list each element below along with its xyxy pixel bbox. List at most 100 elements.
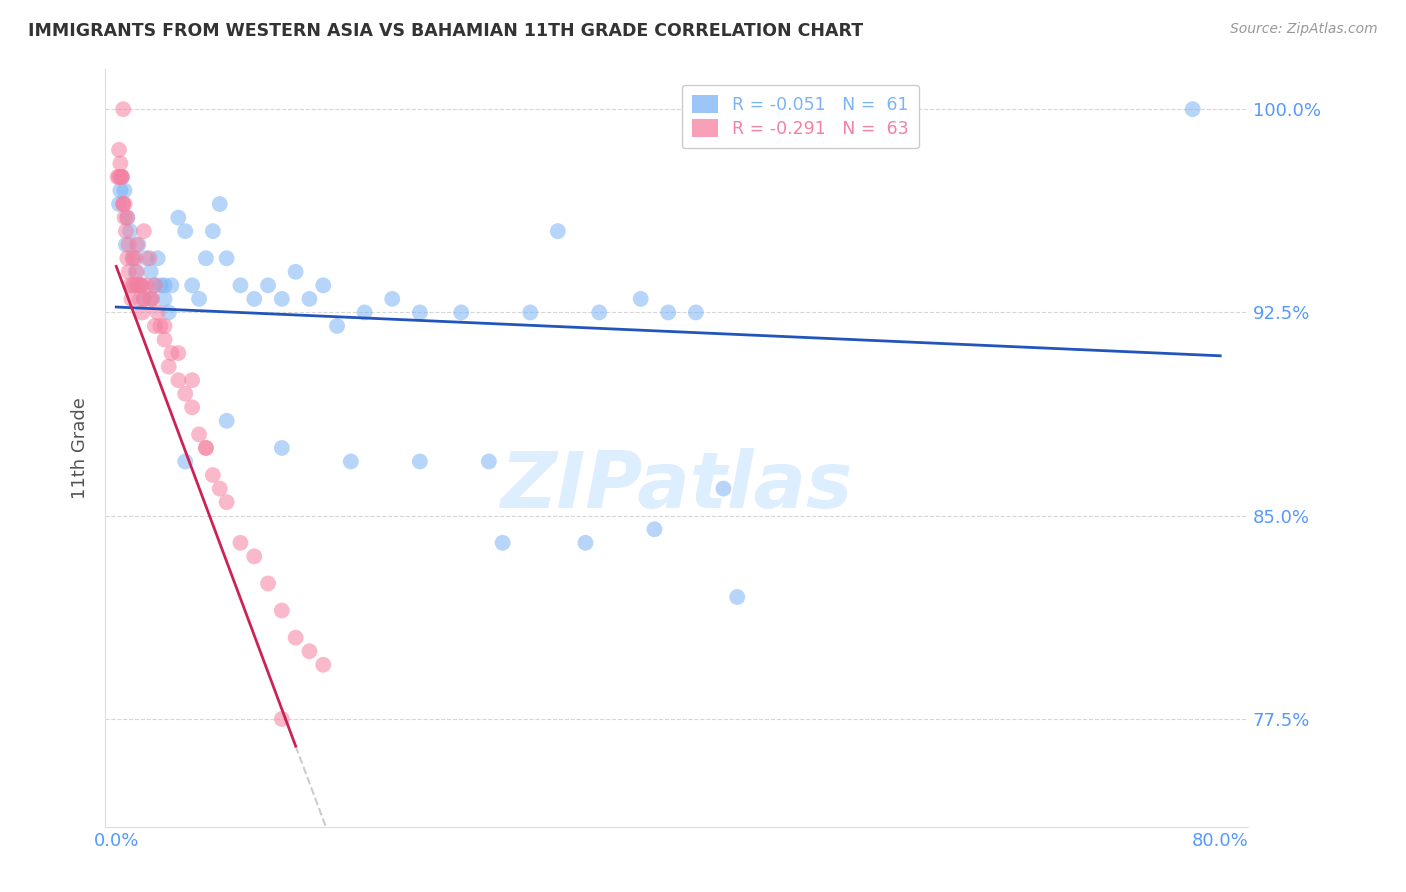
Point [129, 278, 152, 293]
Point [243, 549, 266, 564]
Point [125, 278, 148, 293]
Point [117, 211, 139, 225]
Point [121, 278, 143, 293]
Point [117, 211, 139, 225]
Point [120, 292, 142, 306]
Point [257, 278, 280, 293]
Point [353, 305, 375, 319]
Point [118, 278, 141, 293]
Point [492, 536, 515, 550]
Point [131, 305, 153, 319]
Point [215, 495, 238, 509]
Point [114, 211, 136, 225]
Point [409, 454, 432, 468]
Point [181, 401, 204, 415]
Point [146, 252, 169, 266]
Point [108, 169, 131, 184]
Point [381, 292, 404, 306]
Point [153, 318, 176, 333]
Point [112, 102, 135, 116]
Point [270, 441, 292, 455]
Point [194, 441, 217, 455]
Point [181, 278, 204, 293]
Point [229, 536, 252, 550]
Point [174, 454, 197, 468]
Point [312, 657, 335, 672]
Point [157, 359, 180, 374]
Point [157, 305, 180, 319]
Point [194, 441, 217, 455]
Point [547, 224, 569, 238]
Point [257, 576, 280, 591]
Point [108, 143, 131, 157]
Point [146, 305, 169, 319]
Point [127, 278, 149, 293]
Text: Source: ZipAtlas.com: Source: ZipAtlas.com [1230, 22, 1378, 37]
Point [284, 265, 307, 279]
Point [121, 252, 143, 266]
Point [118, 237, 141, 252]
Point [125, 237, 148, 252]
Point [270, 292, 292, 306]
Point [298, 644, 321, 658]
Point [284, 631, 307, 645]
Point [409, 305, 432, 319]
Point [208, 197, 231, 211]
Y-axis label: 11th Grade: 11th Grade [72, 397, 89, 499]
Point [270, 712, 292, 726]
Point [129, 278, 152, 293]
Point [167, 373, 190, 387]
Point [174, 224, 197, 238]
Text: ZIPatlas: ZIPatlas [501, 448, 852, 524]
Point [124, 252, 146, 266]
Point [135, 252, 157, 266]
Point [143, 318, 166, 333]
Point [141, 292, 163, 306]
Point [115, 237, 138, 252]
Point [167, 346, 190, 360]
Point [111, 169, 134, 184]
Point [118, 265, 141, 279]
Text: IMMIGRANTS FROM WESTERN ASIA VS BAHAMIAN 11TH GRADE CORRELATION CHART: IMMIGRANTS FROM WESTERN ASIA VS BAHAMIAN… [28, 22, 863, 40]
Point [135, 278, 157, 293]
Point [201, 224, 224, 238]
Point [117, 252, 139, 266]
Point [229, 278, 252, 293]
Point [298, 292, 321, 306]
Point [107, 169, 129, 184]
Point [139, 292, 162, 306]
Point [685, 305, 707, 319]
Point [574, 536, 596, 550]
Legend: R = -0.051   N =  61, R = -0.291   N =  63: R = -0.051 N = 61, R = -0.291 N = 63 [682, 85, 920, 148]
Point [127, 237, 149, 252]
Point [149, 278, 172, 293]
Point [167, 211, 190, 225]
Point [121, 252, 143, 266]
Point [118, 224, 141, 238]
Point [139, 292, 162, 306]
Point [160, 346, 183, 360]
Point [115, 224, 138, 238]
Point [108, 197, 131, 211]
Point [153, 333, 176, 347]
Point [132, 292, 155, 306]
Point [129, 278, 152, 293]
Point [110, 169, 132, 184]
Point [312, 278, 335, 293]
Point [270, 603, 292, 617]
Point [110, 184, 132, 198]
Point [143, 278, 166, 293]
Point [588, 305, 610, 319]
Point [713, 482, 735, 496]
Point [160, 278, 183, 293]
Point [201, 468, 224, 483]
Point [657, 305, 679, 319]
Point [153, 292, 176, 306]
Point [139, 265, 162, 279]
Point [114, 197, 136, 211]
Point [138, 252, 160, 266]
Point [194, 252, 217, 266]
Point [132, 224, 155, 238]
Point [188, 292, 211, 306]
Point [112, 197, 135, 211]
